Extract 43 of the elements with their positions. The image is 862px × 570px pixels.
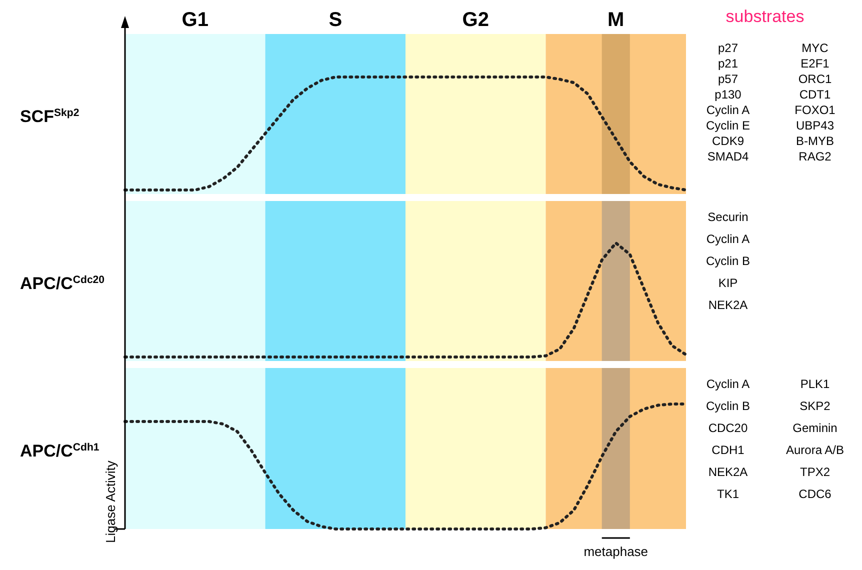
- text: TPX2: [800, 465, 830, 479]
- text: KIP: [718, 276, 738, 290]
- text: E2F1: [800, 56, 830, 70]
- text: CDK9: [712, 134, 744, 148]
- text: NEK2A: [708, 465, 748, 479]
- text: Cyclin A: [706, 232, 750, 246]
- text: Geminin: [792, 421, 838, 435]
- text: CDC6: [798, 487, 832, 501]
- text: TK1: [716, 487, 740, 501]
- x-tick-label: G2: [462, 9, 489, 31]
- text: Cyclin A: [706, 103, 750, 117]
- text: UBP43: [796, 118, 834, 132]
- text: ORC1: [798, 72, 832, 86]
- text: Aurora A/B: [786, 443, 844, 457]
- text: Securin: [708, 210, 748, 224]
- text: PLK1: [800, 377, 830, 391]
- text: Cyclin B: [706, 254, 750, 268]
- x-tick-label: G1: [182, 9, 208, 31]
- text: Cyclin A: [706, 377, 750, 391]
- text: RAG2: [798, 150, 832, 164]
- text: FOXO1: [794, 103, 836, 117]
- text: SCF$^{Skp2}$: [20, 107, 80, 126]
- text: APC/C$^{Cdc20}$: [20, 274, 105, 293]
- text: p130: [714, 88, 742, 102]
- text: p57: [718, 72, 738, 86]
- text: Cyclin B: [706, 399, 750, 413]
- text: MYC: [802, 41, 829, 55]
- text: metaphase: [584, 544, 648, 559]
- text: CDC20: [708, 421, 748, 435]
- text: Cyclin E: [706, 118, 750, 132]
- text: SKP2: [800, 399, 831, 413]
- text: p21: [718, 56, 738, 70]
- text: p27: [718, 41, 738, 55]
- text: SMAD4: [707, 150, 749, 164]
- text: NEK2A: [708, 298, 748, 312]
- text: substrates: [726, 7, 804, 26]
- x-tick-label: S: [328, 9, 342, 31]
- text: APC/C$^{Cdh1}$: [20, 442, 100, 460]
- x-tick-label: M: [608, 9, 624, 31]
- text: B-MYB: [796, 134, 834, 148]
- text: CDT1: [799, 88, 831, 102]
- y-axis-title: Ligase Activity: [103, 460, 118, 543]
- text: CDH1: [712, 443, 745, 457]
